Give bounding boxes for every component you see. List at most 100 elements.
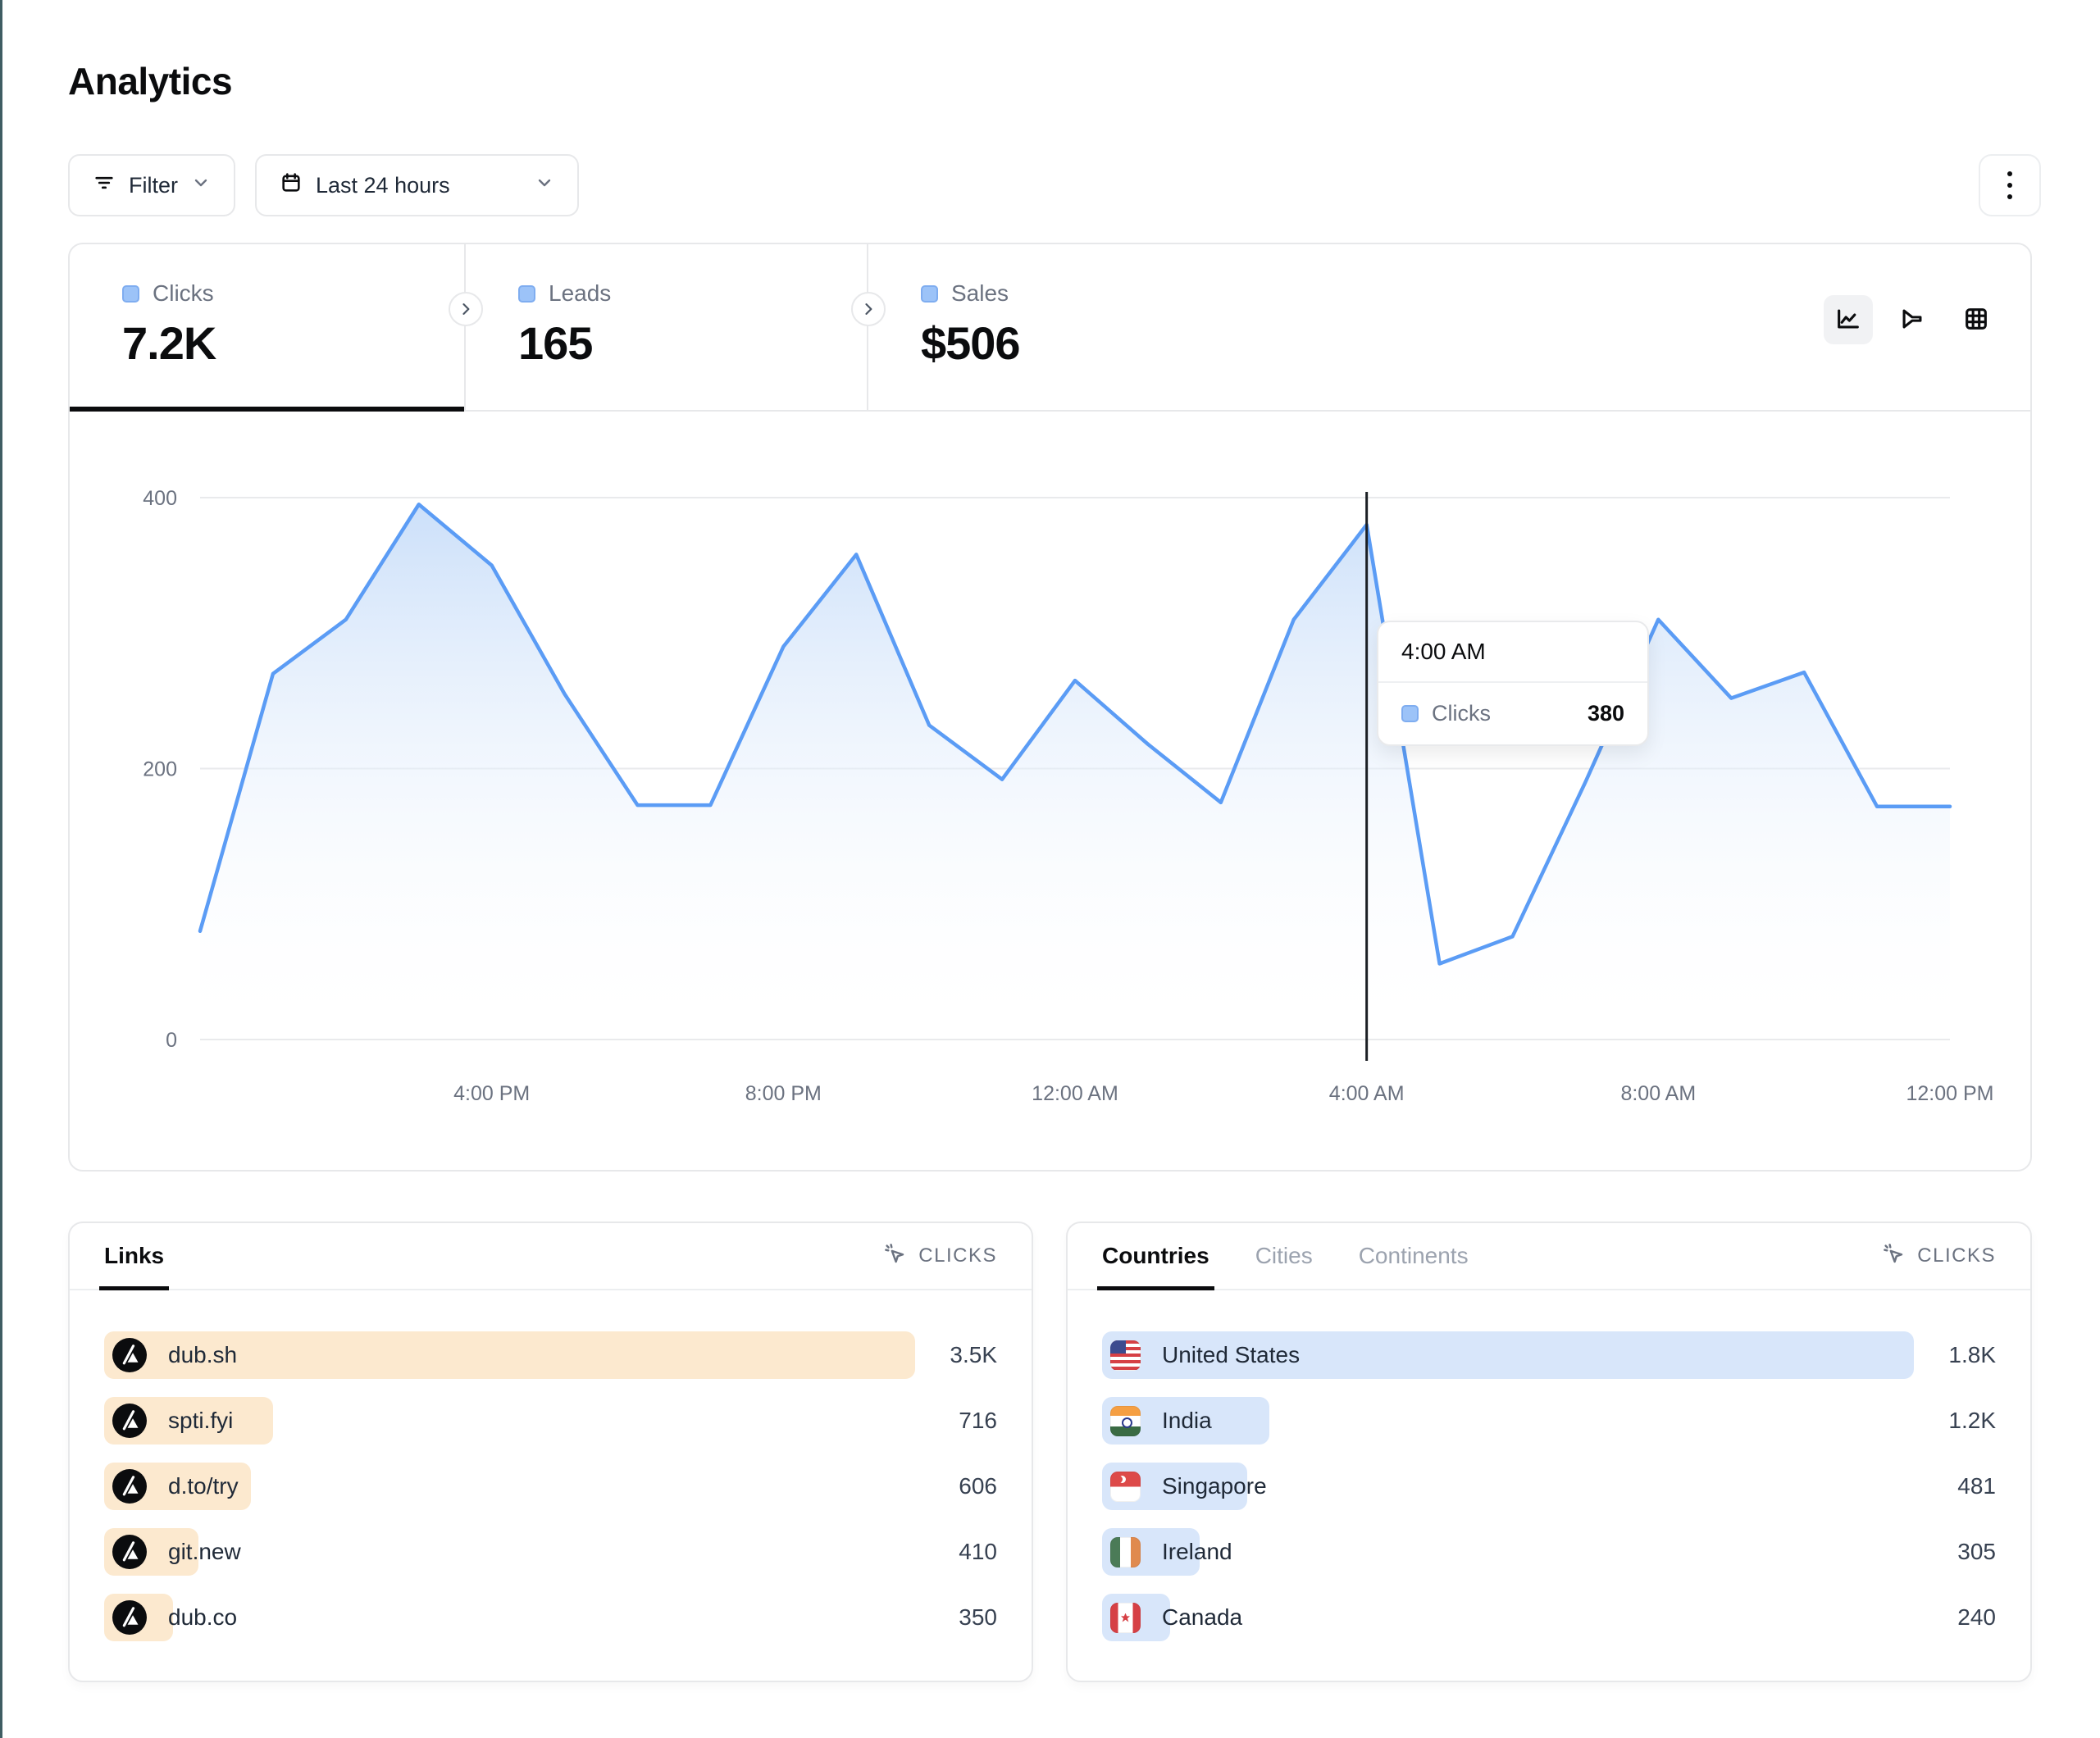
chart-tooltip: 4:00 AM Clicks 380 (1377, 621, 1649, 746)
value-bar (1102, 1331, 1914, 1379)
analytics-chart-card: Clicks 7.2K Leads 165 Sales $506 (68, 243, 2032, 1172)
links-list: dub.sh 3.5K spti.fyi 716 d.to/try 606 gi… (70, 1290, 1032, 1641)
flag-ie-icon (1110, 1536, 1141, 1567)
dub-logo-icon (112, 1535, 147, 1569)
y-axis-tick-label: 400 (143, 487, 177, 510)
list-item[interactable]: India 1.2K (1102, 1397, 1996, 1445)
list-item[interactable]: dub.co 350 (104, 1594, 997, 1641)
dub-logo-icon (112, 1404, 147, 1438)
stat-label: Leads (549, 280, 612, 306)
list-item-label: git.new (168, 1539, 241, 1564)
tab-cities[interactable]: Cities (1255, 1243, 1313, 1268)
clicks-line (198, 503, 1952, 966)
list-item[interactable]: Ireland 305 (1102, 1528, 1996, 1576)
list-item-value: 410 (959, 1539, 997, 1564)
chevron-right-icon (458, 301, 474, 317)
list-item-label: Canada (1162, 1604, 1243, 1630)
date-range-button[interactable]: Last 24 hours (255, 154, 579, 216)
dub-logo-icon (112, 1338, 147, 1372)
tooltip-time: 4:00 AM (1378, 622, 1647, 683)
area-fill (200, 504, 1950, 1040)
x-axis-tick-label: 8:00 PM (745, 1082, 822, 1105)
stat-tab-leads[interactable]: Leads 165 (466, 244, 868, 410)
chevron-right-icon (860, 301, 877, 317)
dub-logo-icon (112, 1469, 147, 1504)
links-metric-sort-button[interactable]: CLICKS (882, 1223, 997, 1289)
countries-panel: Countries Cities Continents CLICKS Unite… (1066, 1222, 2032, 1682)
tooltip-series-label: Clicks (1432, 701, 1491, 726)
countries-list: United States 1.8K India 1.2K Singapore … (1068, 1290, 2030, 1641)
countries-metric-sort-button[interactable]: CLICKS (1881, 1223, 1996, 1289)
list-item[interactable]: Singapore 481 (1102, 1463, 1996, 1510)
stat-expand-clicks-button[interactable] (449, 292, 483, 326)
list-item-label: d.to/try (168, 1473, 239, 1499)
x-axis-tick-label: 4:00 PM (453, 1082, 530, 1105)
stat-tab-clicks[interactable]: Clicks 7.2K (70, 244, 466, 412)
stat-label: Clicks (153, 280, 214, 306)
list-item[interactable]: United States 1.8K (1102, 1331, 1996, 1379)
line-chart-icon (1834, 305, 1862, 335)
filter-button-label: Filter (129, 172, 178, 198)
list-item[interactable]: spti.fyi 716 (104, 1397, 997, 1445)
chart-view-toggles (1824, 295, 2001, 344)
flag-in-icon (1110, 1405, 1141, 1436)
stat-value: 7.2K (122, 317, 216, 369)
list-item-label: dub.sh (168, 1342, 238, 1367)
metric-label: CLICKS (918, 1244, 997, 1267)
chevron-down-icon (191, 173, 211, 198)
list-item[interactable]: Canada 240 (1102, 1594, 1996, 1641)
tooltip-value: 380 (1587, 701, 1624, 726)
list-item-value: 481 (1957, 1473, 1996, 1499)
tab-countries[interactable]: Countries (1097, 1223, 1214, 1290)
list-item-value: 1.2K (1948, 1408, 1996, 1433)
more-options-button[interactable] (1979, 154, 2041, 216)
tab-links[interactable]: Links (98, 1223, 170, 1290)
list-item-value: 716 (959, 1408, 997, 1433)
list-item-label: India (1162, 1408, 1212, 1433)
list-item[interactable]: git.new 410 (104, 1528, 997, 1576)
calendar-icon (280, 171, 303, 200)
value-bar (104, 1331, 915, 1379)
list-item-value: 1.8K (1948, 1342, 1996, 1367)
y-axis-tick-label: 200 (143, 758, 177, 781)
list-item-label: dub.co (168, 1604, 238, 1630)
left-edge-strip (0, 0, 2, 1738)
stat-value: $506 (921, 317, 1021, 369)
list-item-label: spti.fyi (168, 1408, 234, 1433)
chevron-down-icon (535, 173, 554, 198)
stat-label: Sales (951, 280, 1009, 306)
list-item[interactable]: d.to/try 606 (104, 1463, 997, 1510)
clicks-time-series-chart[interactable]: 400 200 0 4:00 PM 8:00 PM 12:00 AM 4:00 AM 8:00… (70, 412, 2030, 1170)
funnel-view-button[interactable] (1888, 295, 1937, 344)
stats-header: Clicks 7.2K Leads 165 Sales $506 (70, 244, 2030, 412)
list-item-label: Singapore (1162, 1473, 1267, 1499)
stat-expand-leads-button[interactable] (851, 292, 886, 326)
metric-label: CLICKS (1917, 1244, 1996, 1267)
filter-button[interactable]: Filter (68, 154, 235, 216)
leads-legend-square-icon (518, 284, 535, 303)
list-item-value: 3.5K (950, 1342, 997, 1367)
table-grid-icon (1962, 305, 1990, 335)
page-title: Analytics (68, 60, 233, 102)
stat-tab-sales[interactable]: Sales $506 (868, 244, 1271, 410)
line-chart-view-button[interactable] (1824, 295, 1873, 344)
list-item[interactable]: dub.sh 3.5K (104, 1331, 997, 1379)
list-item-value: 240 (1957, 1604, 1996, 1630)
links-panel: Links CLICKS dub.sh 3.5K spti.fyi 716 d.… (68, 1222, 1033, 1682)
list-item-value: 606 (959, 1473, 997, 1499)
kebab-vertical-icon (2007, 171, 2012, 199)
list-item-value: 305 (1957, 1539, 1996, 1564)
pointer-click-icon (1881, 1241, 1906, 1272)
clicks-area-chart: 400 200 0 4:00 PM 8:00 PM 12:00 AM 4:00 AM 8:00… (143, 487, 1993, 1105)
dub-logo-icon (112, 1600, 147, 1635)
clicks-legend-square-icon (122, 284, 139, 303)
tab-continents[interactable]: Continents (1358, 1243, 1469, 1268)
list-item-label: United States (1162, 1342, 1301, 1367)
list-item-value: 350 (959, 1604, 997, 1630)
x-axis-tick-label: 12:00 AM (1032, 1082, 1118, 1105)
pointer-click-icon (882, 1241, 907, 1272)
x-axis-tick-label: 12:00 PM (1906, 1082, 1993, 1105)
date-range-label: Last 24 hours (316, 172, 450, 198)
table-view-button[interactable] (1952, 295, 2001, 344)
countries-tabs: Countries Cities Continents (1097, 1223, 1469, 1290)
